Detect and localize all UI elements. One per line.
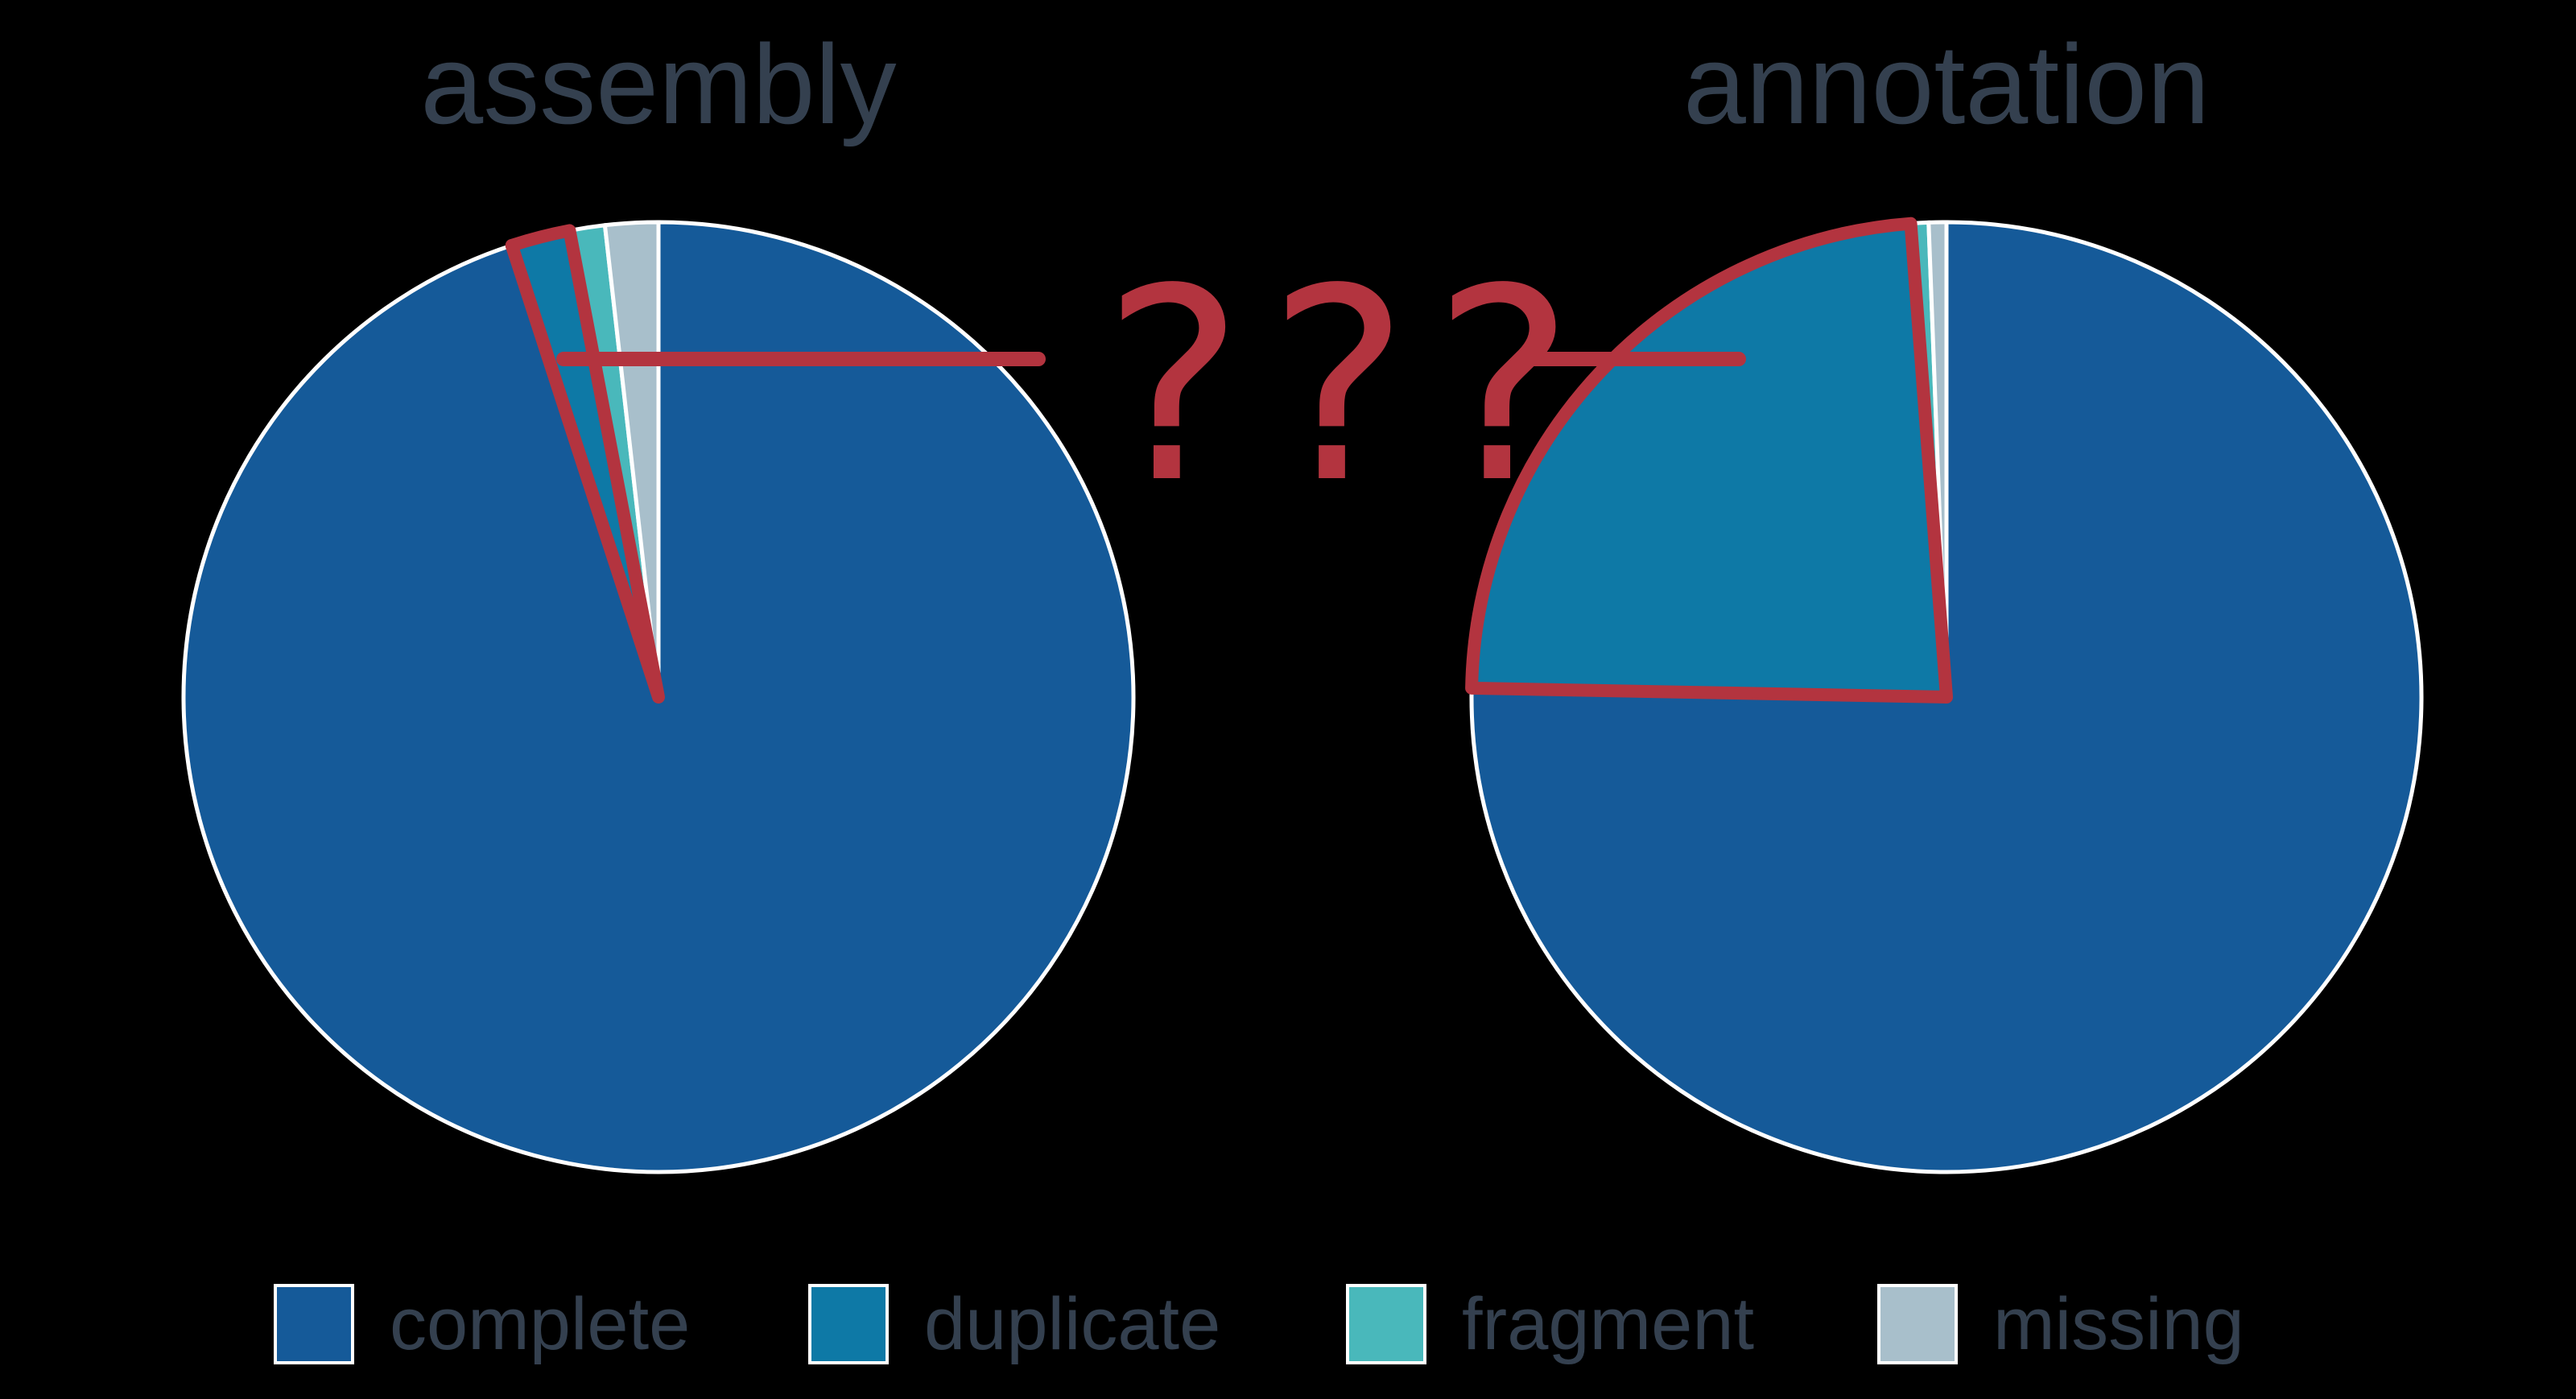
legend-swatch-complete: [274, 1284, 354, 1364]
legend-item-duplicate: duplicate: [808, 1280, 1220, 1368]
legend-swatch-fragment: [1346, 1284, 1426, 1364]
assembly-chart-title: assembly: [420, 21, 897, 147]
highlight-outline-duplicate: [1465, 217, 1953, 704]
legend-item-complete: complete: [274, 1280, 690, 1368]
legend-swatch-missing: [1877, 1284, 1958, 1364]
question-marks-annotation: ???: [1103, 232, 1599, 541]
slice-missing: [602, 220, 661, 698]
legend-item-missing: missing: [1877, 1280, 2244, 1368]
chart-legend: complete duplicate fragment missing: [0, 1280, 2576, 1376]
legend-label: complete: [390, 1283, 691, 1365]
annotation-chart-title: annotation: [1683, 21, 2210, 147]
highlight-outline-duplicate: [505, 224, 665, 704]
annotation-pie: [1465, 217, 2424, 1174]
legend-label: missing: [1993, 1283, 2244, 1365]
legend-label: fragment: [1462, 1283, 1755, 1365]
legend-item-fragment: fragment: [1346, 1280, 1754, 1368]
legend-label: duplicate: [924, 1283, 1221, 1365]
legend-swatch-duplicate: [808, 1284, 889, 1364]
assembly-pie: [181, 220, 1136, 1174]
